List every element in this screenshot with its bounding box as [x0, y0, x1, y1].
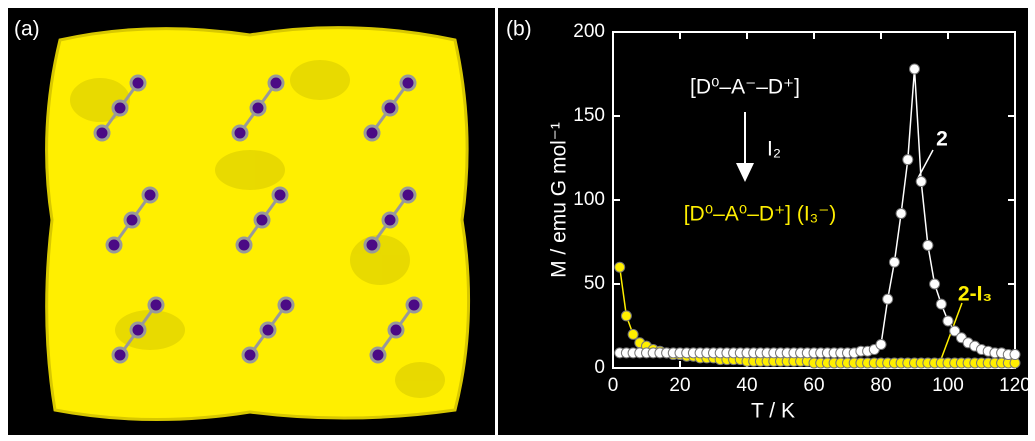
data-point [896, 208, 906, 218]
data-point [936, 299, 946, 309]
data-point [923, 240, 933, 250]
x-tick-label: 120 [999, 375, 1031, 396]
data-point [621, 311, 631, 321]
structure [47, 28, 469, 420]
data-point [615, 262, 625, 272]
x-tick-label: 80 [870, 375, 891, 396]
data-point [889, 257, 899, 267]
annotation: I₂ [767, 138, 781, 161]
data-point [1010, 350, 1020, 360]
annotation: [D⁰–A⁰–D⁺] (I₃⁻) [684, 203, 837, 226]
data-point [876, 339, 886, 349]
legend-label: 2 [936, 128, 948, 151]
y-tick-label: 200 [573, 21, 605, 42]
data-point [930, 279, 940, 289]
data-point [628, 329, 638, 339]
x-tick-label: 20 [669, 375, 690, 396]
annotation: [D⁰–A⁻–D⁺] [690, 76, 800, 99]
panel-label: (b) [506, 18, 532, 41]
y-tick-label: 100 [573, 189, 605, 210]
x-tick-label: 60 [803, 375, 824, 396]
data-point [883, 294, 893, 304]
y-axis-label: M / emu G mol⁻¹ [548, 122, 571, 278]
legend-label: 2-I₃ [958, 283, 992, 306]
figure: (a) (b) [D⁰–A⁻–D⁺] I₂ [D⁰–A⁰–D⁺] (I₃⁻) M… [0, 0, 1035, 441]
data-point [916, 177, 926, 187]
x-axis-label: T / K [751, 400, 795, 423]
y-tick-label: 0 [594, 357, 605, 378]
y-tick-label: 150 [573, 105, 605, 126]
x-tick-label: 0 [608, 375, 619, 396]
y-tick-label: 50 [584, 273, 605, 294]
x-tick-label: 40 [736, 375, 757, 396]
data-point [903, 155, 913, 165]
panel-label: (a) [14, 18, 40, 41]
data-point [943, 316, 953, 326]
x-tick-label: 100 [932, 375, 964, 396]
data-point [910, 64, 920, 74]
